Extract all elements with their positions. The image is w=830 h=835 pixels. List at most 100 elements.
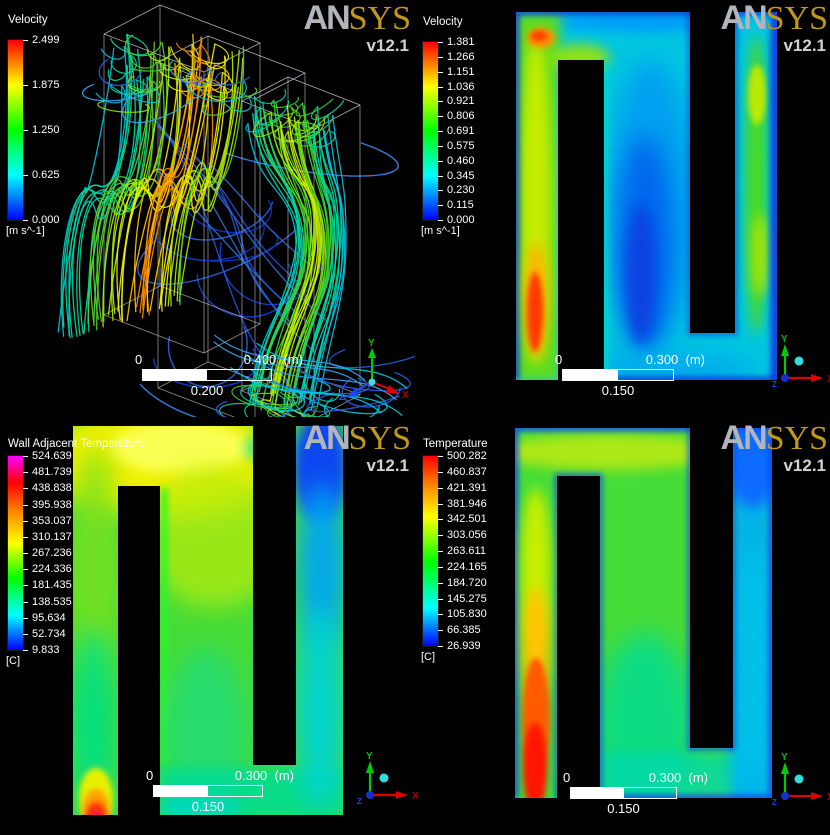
wireframe-edge bbox=[159, 285, 261, 325]
streamline bbox=[256, 342, 408, 390]
legend-tick bbox=[23, 40, 28, 41]
streamline bbox=[169, 51, 234, 307]
scale-ruler: 0 0.400 (m) 0.200 bbox=[135, 352, 303, 398]
axis-label-y: Y bbox=[368, 338, 375, 349]
streamline bbox=[81, 83, 154, 102]
scale-bar-fill bbox=[563, 370, 618, 380]
legend-tick-label: 224.336 bbox=[32, 563, 72, 576]
triad-origin-ball bbox=[794, 356, 804, 366]
streamline bbox=[173, 49, 240, 297]
streamline bbox=[245, 353, 397, 401]
legend-tick bbox=[23, 85, 28, 86]
legend-tick bbox=[438, 471, 443, 473]
legend-tick bbox=[23, 520, 28, 522]
scale-zero-label: 0 bbox=[555, 352, 563, 367]
streamline bbox=[205, 178, 291, 323]
legend-tick-label: 310.137 bbox=[32, 530, 72, 543]
legend-tick bbox=[438, 160, 443, 162]
streamline bbox=[214, 72, 250, 86]
scale-end-label: 0.300 (m) bbox=[645, 352, 705, 367]
z-axis-dot bbox=[781, 374, 789, 382]
x-axis-arrow bbox=[396, 791, 408, 799]
x-axis-arrow bbox=[386, 385, 400, 394]
legend-tick-label: 524.639 bbox=[32, 450, 72, 462]
streamline bbox=[107, 82, 161, 104]
scale-mid-label: 0.150 bbox=[191, 799, 225, 814]
legend-tick-label: 500.282 bbox=[447, 450, 487, 462]
legend-tick bbox=[438, 175, 443, 177]
streamline bbox=[269, 122, 315, 395]
legend-tick bbox=[23, 175, 28, 176]
streamline bbox=[175, 36, 203, 52]
colorbar-legend: Temperature [C] 500.282 460.837 421.391 381… bbox=[421, 438, 631, 663]
legend-tick-label: 0.921 bbox=[447, 95, 475, 108]
wireframe-edge bbox=[103, 4, 161, 35]
streamline bbox=[206, 86, 228, 101]
ansys-logo: ANSYS v12.1 bbox=[304, 1, 411, 54]
legend-tick-label: 342.501 bbox=[447, 513, 487, 526]
streamline bbox=[131, 52, 157, 69]
streamline bbox=[281, 130, 320, 392]
scale-bar-fill bbox=[571, 788, 624, 798]
scale-mid-label: 0.200 bbox=[190, 383, 224, 398]
legend-tick bbox=[438, 101, 443, 103]
scale-end-label: 0.400 (m) bbox=[243, 352, 303, 367]
wireframe-edge bbox=[241, 76, 289, 102]
legend-tick bbox=[23, 553, 28, 554]
wireframe-edge bbox=[313, 104, 361, 130]
legend-tick-label: 0.000 bbox=[32, 214, 60, 226]
streamline bbox=[68, 85, 123, 337]
triad-origin-ball bbox=[379, 773, 389, 783]
scale-bar-fill bbox=[154, 786, 208, 796]
scale-zero-label: 0 bbox=[146, 768, 154, 783]
streamline bbox=[218, 402, 280, 417]
legend-tick bbox=[23, 488, 28, 490]
streamline bbox=[260, 399, 306, 417]
streamline bbox=[213, 341, 365, 388]
z-axis-dot bbox=[366, 791, 374, 799]
streamline bbox=[267, 409, 272, 417]
streamline bbox=[205, 72, 234, 94]
legend-tick bbox=[23, 633, 28, 635]
legend-tick bbox=[438, 646, 443, 647]
y-axis-arrow bbox=[368, 348, 376, 358]
scale-zero-label: 0 bbox=[563, 770, 571, 785]
streamline bbox=[158, 86, 225, 310]
wireframe-edge bbox=[203, 323, 261, 354]
axis-label-x: X bbox=[827, 792, 830, 803]
legend-title: Velocity bbox=[8, 14, 48, 26]
scale-zero-label: 0 bbox=[135, 352, 143, 367]
legend-tick-label: 66.385 bbox=[447, 624, 481, 637]
legend-tick bbox=[438, 116, 443, 118]
legend-tick-label: 460.837 bbox=[447, 465, 487, 478]
legend-tick-label: 145.275 bbox=[447, 592, 487, 605]
colorbar-legend: Velocity [m s^-1] 1.381 1.266 1.151 1.036 0.… bbox=[421, 16, 631, 237]
streamline bbox=[323, 397, 380, 417]
panel-wall-temperature-contour: Wall Adjacent Temperature [C] 524.639 481… bbox=[0, 418, 419, 835]
streamline bbox=[310, 100, 345, 120]
legend-tick bbox=[438, 190, 443, 192]
streamlines-3d-figure bbox=[57, 4, 415, 417]
axis-label-z: Z bbox=[357, 797, 362, 806]
legend-tick bbox=[23, 617, 28, 619]
legend-tick-label: 2.499 bbox=[32, 34, 60, 46]
streamline bbox=[270, 96, 300, 109]
legend-tick-label: 181.435 bbox=[32, 579, 72, 592]
legend-tick bbox=[23, 472, 28, 474]
colorbar bbox=[422, 455, 439, 647]
legend-title: Velocity bbox=[423, 16, 463, 28]
ansys-version: v12.1 bbox=[366, 456, 409, 475]
streamline bbox=[97, 100, 150, 113]
streamline bbox=[96, 52, 152, 331]
legend-tick-label: 0.625 bbox=[32, 169, 60, 181]
legend-tick bbox=[438, 503, 443, 505]
legend-tick bbox=[438, 582, 443, 584]
triad-origin-ball bbox=[794, 774, 804, 784]
scale-ruler: 0 0.300 (m) 0.150 bbox=[555, 352, 705, 398]
legend-tick-label: 0.460 bbox=[447, 154, 475, 167]
ansys-logo-sys: SYS bbox=[348, 0, 411, 37]
legend-tick bbox=[438, 56, 443, 58]
legend-tick-label: 1.250 bbox=[32, 124, 60, 136]
legend-unit: [C] bbox=[6, 655, 21, 667]
